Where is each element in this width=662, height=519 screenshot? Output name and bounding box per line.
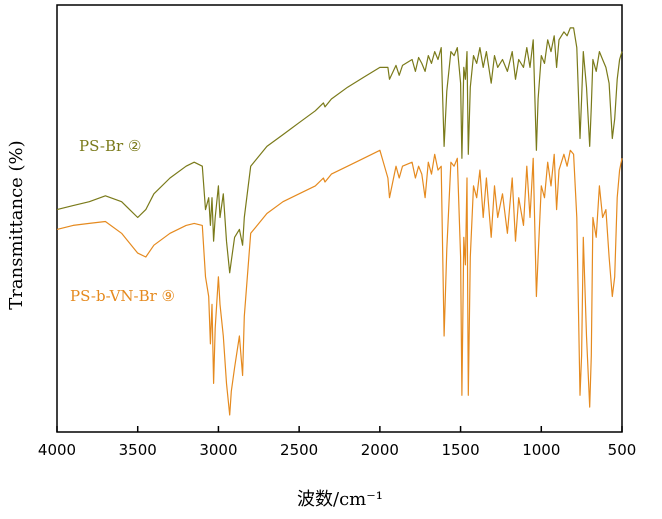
series-line-1: [56, 149, 623, 416]
x-tick-label: 1000: [522, 441, 560, 459]
series-label-ps-b-vn-br: PS-b-VN-Br ⑨: [70, 287, 175, 305]
x-tick-label: 500: [608, 441, 637, 459]
x-axis: 4000 3500 3000 2500 2000 1500 1000 500: [38, 426, 636, 459]
x-tick-label: 2000: [361, 441, 399, 459]
x-tick-label: 3500: [119, 441, 157, 459]
x-tick-label: 3000: [199, 441, 237, 459]
x-axis-title: 波数/cm⁻¹: [297, 489, 383, 510]
series-label-ps-br: PS-Br ②: [79, 137, 141, 155]
x-tick-label: 1500: [441, 441, 479, 459]
series-line-0: [56, 27, 623, 274]
plot-frame: [56, 4, 623, 433]
x-tick-label: 4000: [38, 441, 76, 459]
x-tick-label: 2500: [280, 441, 318, 459]
y-axis-title: Transmittance (%): [6, 140, 27, 309]
series-layer: [56, 27, 623, 416]
